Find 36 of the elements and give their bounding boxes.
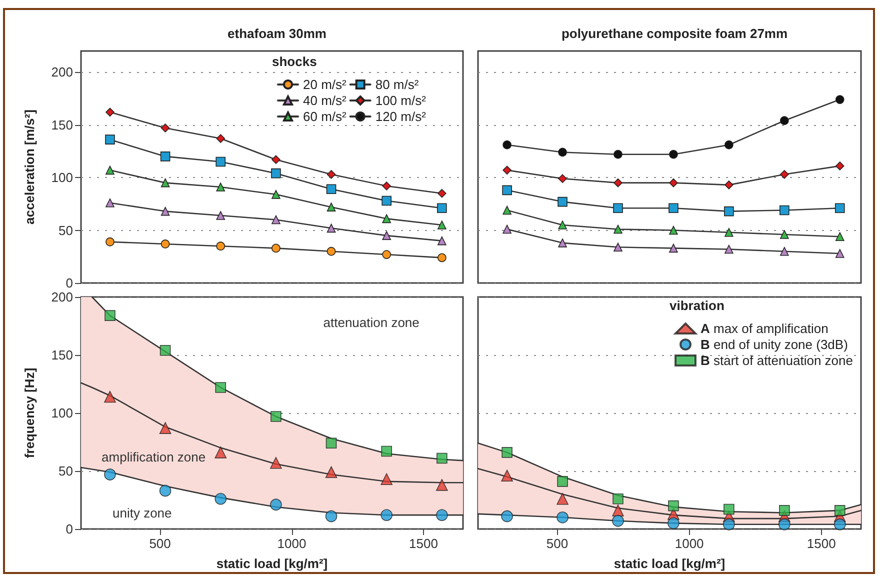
legend-label: 120 m/s² bbox=[375, 109, 427, 124]
y-tick-label: 0 bbox=[66, 522, 73, 536]
legend-label: 20 m/s² bbox=[303, 77, 348, 92]
legend-label: B start of attenuation zone bbox=[700, 353, 853, 368]
y-tick-label: 100 bbox=[51, 170, 73, 186]
x-axis-title: static load [kg/m²] bbox=[614, 556, 726, 571]
y-axis-title: acceleration [m/s²] bbox=[22, 110, 37, 224]
annotation: amplification zone bbox=[102, 450, 206, 465]
x-axis-title: static load [kg/m²] bbox=[216, 556, 328, 571]
y-axis-title: frequency [Hz] bbox=[22, 368, 37, 458]
x-tick-label: 1000 bbox=[277, 536, 306, 551]
y-tick-label: 50 bbox=[58, 464, 73, 478]
legend-label: 80 m/s² bbox=[375, 77, 420, 92]
x-tick-label: 500 bbox=[149, 536, 171, 551]
annotation: attenuation zone bbox=[323, 315, 420, 330]
legend-label: A max of amplification bbox=[700, 321, 828, 336]
chart-title: polyurethane composite foam 27mm bbox=[561, 26, 788, 41]
legend-label: B end of unity zone (3dB) bbox=[700, 337, 848, 352]
y-tick-label: 200 bbox=[51, 290, 73, 304]
x-tick-label: 1500 bbox=[806, 536, 836, 551]
y-tick-label: 200 bbox=[51, 64, 73, 80]
y-tick-label: 0 bbox=[66, 276, 73, 290]
chart-title: ethafoam 30mm bbox=[228, 26, 326, 41]
x-tick-label: 1000 bbox=[674, 536, 704, 551]
x-tick-label: 1500 bbox=[409, 536, 438, 551]
y-tick-label: 50 bbox=[58, 222, 73, 238]
y-tick-label: 100 bbox=[51, 406, 73, 420]
annotation: unity zone bbox=[112, 505, 172, 520]
legend-label: 40 m/s² bbox=[303, 93, 348, 108]
x-tick-label: 500 bbox=[546, 536, 568, 551]
y-tick-label: 150 bbox=[51, 348, 73, 362]
legend-title: shocks bbox=[272, 54, 317, 69]
y-tick-label: 150 bbox=[51, 117, 73, 132]
legend-label: 60 m/s² bbox=[303, 109, 348, 124]
legend-title: vibration bbox=[670, 298, 724, 313]
legend-label: 100 m/s² bbox=[375, 93, 427, 108]
